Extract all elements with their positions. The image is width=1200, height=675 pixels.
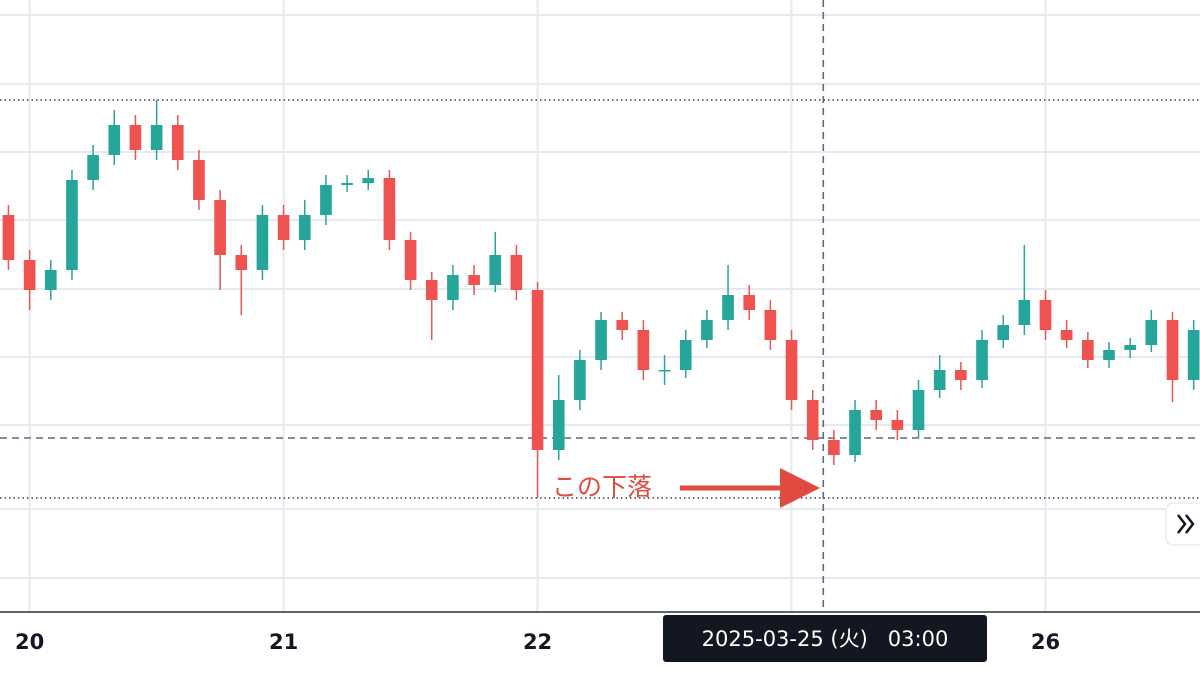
candle-body — [722, 295, 734, 320]
candle-body — [214, 200, 226, 255]
candle-body — [933, 370, 946, 390]
candle-body — [912, 390, 925, 430]
candle-body — [23, 260, 36, 290]
candle-body — [658, 370, 671, 372]
candle-body — [955, 370, 967, 380]
tooltip-bg — [663, 615, 987, 662]
candle-body — [764, 310, 777, 340]
crosshair-tooltip: 2025-03-25 (火) 03:00 — [663, 615, 987, 662]
scroll-button-bg[interactable] — [1165, 502, 1200, 546]
candle-body — [1187, 330, 1200, 380]
candle-body — [489, 255, 502, 285]
candle-body — [66, 180, 78, 270]
candle-body — [150, 125, 163, 150]
candle-body — [891, 420, 904, 430]
candle-body — [997, 325, 1009, 340]
candle-body — [44, 270, 57, 290]
scroll-button[interactable] — [1165, 502, 1200, 546]
candle-body — [743, 295, 756, 310]
x-tick-label: 22 — [523, 630, 552, 654]
candle-body — [574, 360, 586, 400]
candle-body — [1166, 320, 1179, 380]
candle-body — [320, 185, 332, 215]
candle-body — [87, 155, 99, 180]
candle-body — [785, 340, 798, 400]
candle-body — [256, 215, 269, 270]
x-tick-label: 20 — [15, 630, 44, 654]
candle-body — [1103, 350, 1115, 360]
candle-body — [468, 275, 480, 285]
candle-body — [1039, 300, 1052, 330]
candle-body — [552, 400, 565, 450]
candle-body — [637, 330, 650, 370]
candle-body — [341, 183, 353, 185]
candle-body — [976, 340, 988, 380]
candle-body — [129, 125, 142, 150]
candle-body — [870, 410, 883, 420]
x-tick-label: 21 — [269, 630, 298, 654]
candle-body — [193, 160, 205, 200]
candle-body — [701, 320, 713, 340]
candle-body — [362, 178, 375, 183]
candle-body — [806, 400, 819, 440]
candle-body — [510, 255, 523, 290]
candle-body — [828, 440, 840, 455]
candle-body — [849, 410, 861, 455]
candle-body — [404, 240, 417, 280]
candle-body — [616, 320, 629, 330]
candle-body — [2, 215, 15, 260]
candle-body — [108, 125, 121, 155]
candle-body — [1124, 345, 1136, 350]
scroll-icon — [1177, 514, 1195, 534]
tooltip-text: 2025-03-25 (火) 03:00 — [702, 627, 949, 651]
candle-body — [531, 290, 544, 450]
candle-body — [235, 255, 248, 270]
candle-body — [1018, 300, 1031, 325]
annotation-text: この下落 — [552, 473, 652, 502]
candle-body — [383, 178, 396, 240]
candle-body — [447, 275, 459, 300]
candle-body — [1145, 320, 1158, 345]
candle-body — [1060, 330, 1073, 340]
candle-body — [595, 320, 607, 360]
candle-body — [679, 340, 692, 370]
candle-body — [298, 215, 311, 240]
candle-body — [1082, 340, 1094, 360]
x-tick-label: 26 — [1031, 630, 1060, 654]
candle-body — [425, 280, 438, 300]
candle-body — [171, 125, 184, 160]
candle-body — [277, 215, 290, 240]
